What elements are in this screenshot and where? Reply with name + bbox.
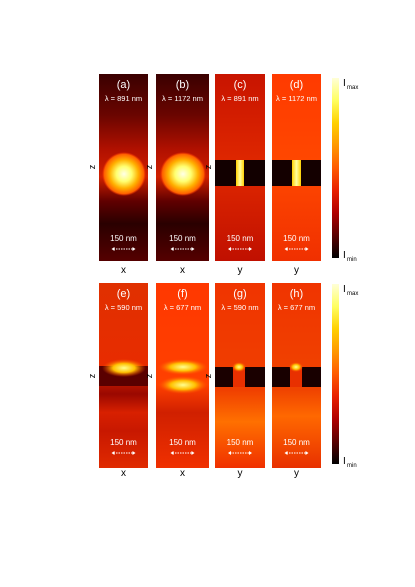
scale-bar-label-h: 150 nm xyxy=(283,438,310,447)
colorbar-max-label-1: I xyxy=(343,284,346,295)
wavelength-label-g: λ = 590 nm xyxy=(221,303,258,312)
scale-bar-label-d: 150 nm xyxy=(283,234,310,243)
panel-f xyxy=(156,283,209,468)
panel-d xyxy=(272,74,321,261)
scale-arrow-right-g xyxy=(249,451,252,455)
panel-e xyxy=(99,283,148,468)
scale-arrow-left-b xyxy=(170,247,174,251)
scale-bar-label-e: 150 nm xyxy=(110,438,137,447)
panel-label-g: (g) xyxy=(233,288,246,300)
scale-arrow-left-c xyxy=(228,247,231,251)
panel-label-d: (d) xyxy=(290,79,303,91)
panel-label-e: (e) xyxy=(117,288,130,300)
z-axis-label-f: z xyxy=(144,373,154,378)
colorbar-min-subscript-0: min xyxy=(347,257,357,263)
colorbar-bottom xyxy=(332,284,339,464)
z-axis-label-e: z xyxy=(87,373,97,378)
scale-bar-label-b: 150 nm xyxy=(169,234,196,243)
colorbar-max-subscript-1: max xyxy=(347,291,358,297)
scale-arrow-left-g xyxy=(228,451,231,455)
scale-bar-label-a: 150 nm xyxy=(110,234,137,243)
axis-label-c: y xyxy=(238,265,243,276)
scale-bar-label-f: 150 nm xyxy=(169,438,196,447)
colorbar-max-subscript-0: max xyxy=(347,85,358,91)
scale-arrow-left-e xyxy=(111,451,115,455)
panel-label-f: (f) xyxy=(177,288,187,300)
scale-arrow-left-d xyxy=(284,247,288,251)
panel-b xyxy=(156,74,209,261)
scale-arrow-left-h xyxy=(284,451,288,455)
scale-bar-label-c: 150 nm xyxy=(227,234,254,243)
colorbar-min-subscript-1: min xyxy=(347,463,357,469)
wavelength-label-h: λ = 677 nm xyxy=(278,303,315,312)
axis-label-b: x xyxy=(180,265,185,276)
panel-c xyxy=(215,74,265,261)
wavelength-label-c: λ = 891 nm xyxy=(221,94,258,103)
scale-arrow-right-f xyxy=(191,451,195,455)
z-axis-label-g: z xyxy=(203,373,213,378)
scale-arrow-left-f xyxy=(170,451,174,455)
axis-label-e: x xyxy=(121,468,126,479)
wavelength-label-a: λ = 891 nm xyxy=(105,94,142,103)
wavelength-label-e: λ = 590 nm xyxy=(105,303,142,312)
panel-a xyxy=(99,74,148,261)
z-axis-label-a: z xyxy=(87,164,97,169)
axis-label-a: x xyxy=(121,265,126,276)
colorbar-max-label-0: I xyxy=(343,78,346,89)
z-axis-label-c: z xyxy=(203,164,213,169)
scale-arrow-right-h xyxy=(305,451,309,455)
scale-arrow-right-b xyxy=(191,247,195,251)
axis-label-f: x xyxy=(180,468,185,479)
axis-label-g: y xyxy=(238,468,243,479)
scale-arrow-right-d xyxy=(305,247,309,251)
colorbar-top xyxy=(332,78,339,258)
panel-h xyxy=(272,283,321,468)
scale-arrow-right-a xyxy=(132,247,136,251)
scale-arrow-left-a xyxy=(111,247,115,251)
scale-arrow-right-e xyxy=(132,451,136,455)
scale-bar-label-g: 150 nm xyxy=(227,438,254,447)
wavelength-label-f: λ = 677 nm xyxy=(164,303,201,312)
wavelength-label-b: λ = 1172 nm xyxy=(162,94,203,103)
colorbar-min-label-0: I xyxy=(343,250,346,261)
wavelength-label-d: λ = 1172 nm xyxy=(276,94,317,103)
panel-g xyxy=(215,283,265,468)
panel-label-c: (c) xyxy=(234,79,247,91)
panel-label-a: (a) xyxy=(117,79,130,91)
z-axis-label-b: z xyxy=(144,164,154,169)
axis-label-d: y xyxy=(294,265,299,276)
panel-label-b: (b) xyxy=(176,79,189,91)
scale-arrow-right-c xyxy=(249,247,252,251)
panel-label-h: (h) xyxy=(290,288,303,300)
colorbar-min-label-1: I xyxy=(343,456,346,467)
axis-label-h: y xyxy=(294,468,299,479)
